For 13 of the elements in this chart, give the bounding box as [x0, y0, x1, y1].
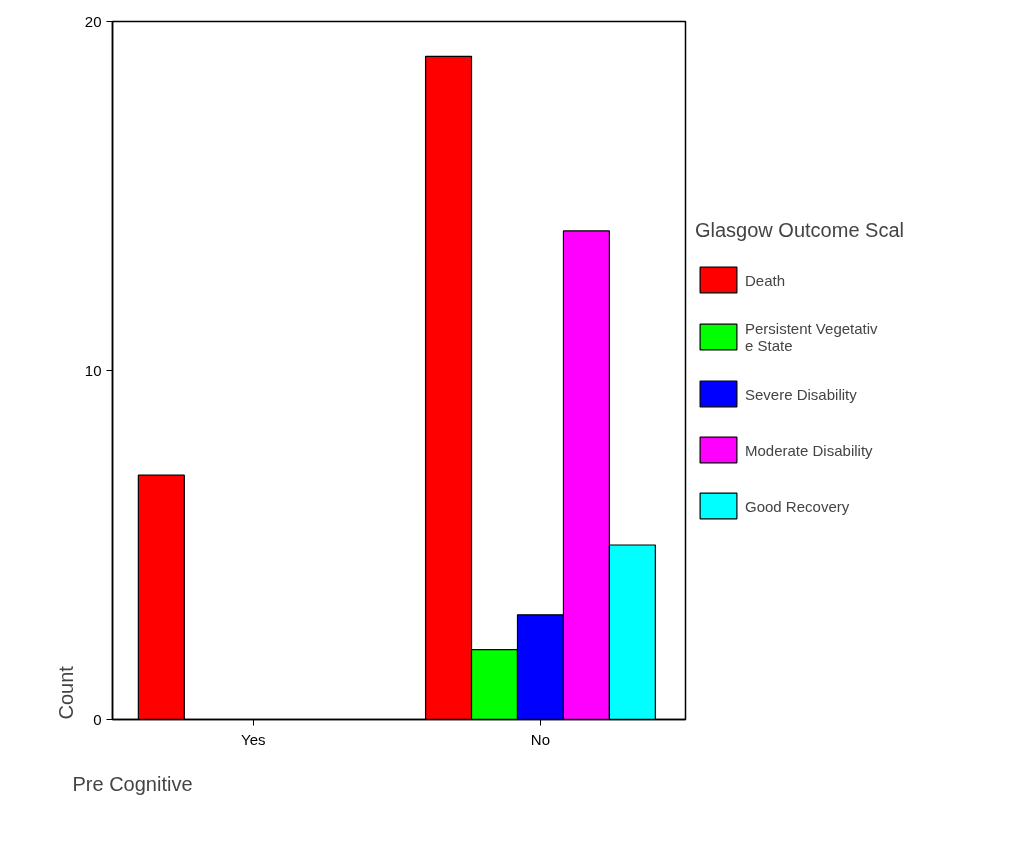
x-tick-label: Yes [241, 730, 266, 748]
legend-label: Moderate Disability [745, 441, 873, 458]
y-tick-label: 0 [93, 710, 102, 728]
y-tick-label: 20 [84, 12, 102, 30]
legend-label: Severe Disability [745, 385, 857, 402]
legend-title: Glasgow Outcome Scal [695, 218, 904, 242]
x-axis-title: Pre Cognitive [72, 772, 193, 795]
y-tick-label: 10 [84, 361, 102, 379]
y-axis-title: Count [54, 665, 77, 720]
legend-label: Death [745, 271, 786, 288]
x-tick-label: No [530, 730, 551, 748]
legend-label: Good Recovery [745, 497, 850, 514]
legend-label: Persistent Vegetative State [745, 319, 878, 354]
